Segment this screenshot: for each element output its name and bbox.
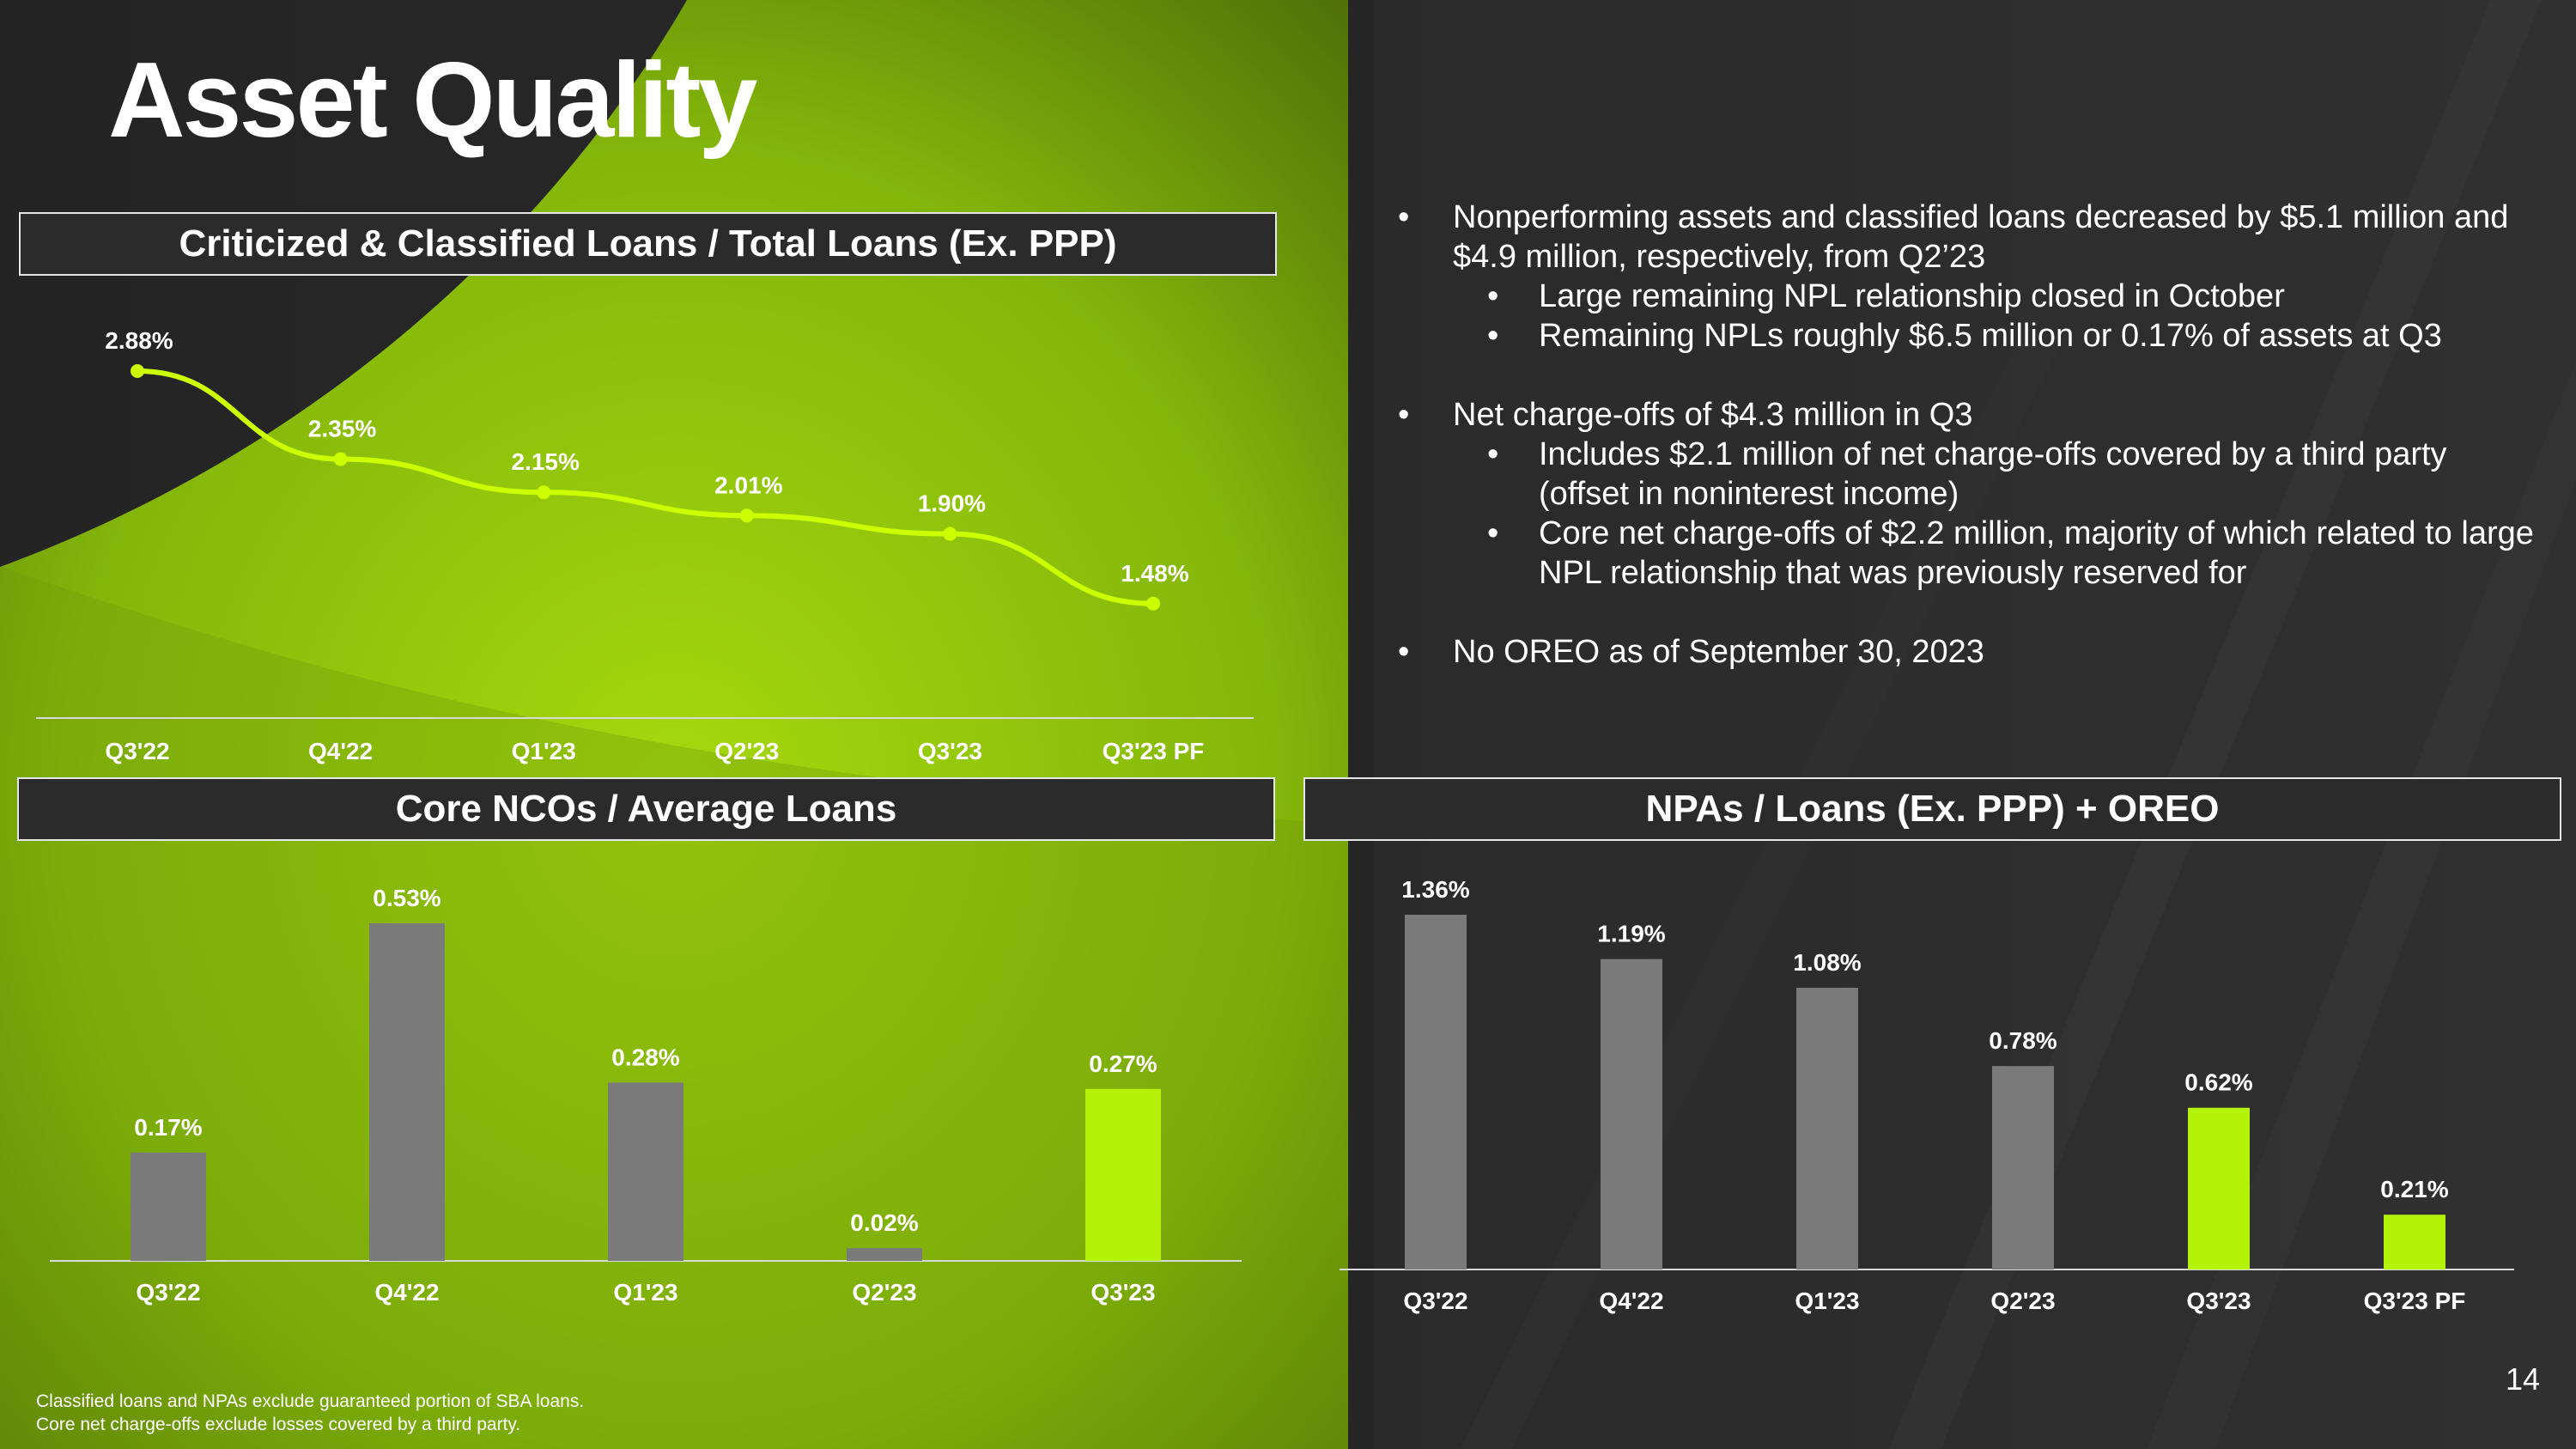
bar: [369, 923, 445, 1261]
bar: [1085, 1088, 1161, 1261]
line-x-tick-label: Q2'23: [714, 738, 779, 764]
footnotes: Classified loans and NPAs exclude guaran…: [36, 1390, 584, 1436]
bar-x-tick-label: Q3'22: [136, 1279, 200, 1306]
footnote: Core net charge-offs exclude losses cove…: [36, 1415, 521, 1434]
bar-chart-left-header: Core NCOs / Average Loans: [17, 777, 1275, 841]
sub-bullet-text: Large remaining NPL relationship closed …: [1539, 278, 2285, 314]
bar-x-tick-label: Q2'23: [1990, 1288, 2055, 1314]
sub-bullet-item: • Includes $2.1 million of net charge-off…: [1453, 435, 2542, 514]
bar-data-label: 0.02%: [850, 1209, 918, 1236]
line-point: [739, 508, 754, 523]
sub-bullet-item: • Remaining NPLs roughly $6.5 million or …: [1453, 316, 2542, 356]
bar-x-tick-label: Q2'23: [852, 1279, 916, 1306]
bar-data-label: 0.62%: [2184, 1069, 2252, 1096]
bar-x-tick-label: Q3'22: [1403, 1288, 1467, 1314]
bar-data-label: 0.17%: [134, 1114, 202, 1141]
bar-chart-right-header: NPAs / Loans (Ex. PPP) + OREO: [1303, 777, 2561, 841]
bar-x-tick-label: Q1'23: [613, 1279, 677, 1306]
sub-bullet-text: Core net charge-offs of $2.2 million, ma…: [1539, 515, 2534, 591]
footnote: Classified loans and NPAs exclude guaran…: [36, 1391, 585, 1411]
line-x-tick-label: Q3'23: [918, 738, 982, 764]
bar-data-label: 1.08%: [1793, 949, 1861, 976]
bar: [1992, 1066, 2054, 1269]
bullet-item: • No OREO as of September 30, 2023: [1391, 632, 2542, 672]
bullet-list: • Nonperforming assets and classified lo…: [1391, 198, 2542, 711]
bullet-dot: •: [1398, 199, 1410, 235]
bar-x-tick-label: Q3'23: [2186, 1288, 2251, 1314]
bar-data-label: 1.36%: [1401, 876, 1469, 903]
line-x-tick-label: Q4'22: [308, 738, 373, 764]
bar-data-label: 1.19%: [1597, 921, 1665, 947]
bullet-dot: •: [1487, 278, 1499, 314]
bullet-dot: •: [1398, 397, 1410, 433]
bar-x-tick-label: Q3'23: [1091, 1279, 1155, 1306]
bar: [608, 1082, 683, 1261]
bullet-dot: •: [1487, 318, 1499, 354]
bullet-text: No OREO as of September 30, 2023: [1453, 634, 1984, 670]
bar: [1601, 959, 1662, 1269]
line-point: [537, 485, 551, 500]
sub-bullet-item: • Core net charge-offs of $2.2 million, m…: [1453, 514, 2542, 593]
line-x-tick-label: Q3'22: [105, 738, 169, 764]
line-point: [131, 364, 144, 378]
sub-bullet-item: • Large remaining NPL relationship closed…: [1453, 277, 2542, 316]
bar-x-tick-label: Q4'22: [1599, 1288, 1663, 1314]
bar-data-label: 0.53%: [373, 885, 440, 911]
bullet-text: Nonperforming assets and classified loan…: [1453, 199, 2509, 275]
bar-x-tick-label: Q3'23 PF: [2364, 1288, 2466, 1314]
page-title: Asset Quality: [108, 41, 757, 160]
bar-x-tick-label: Q4'22: [374, 1279, 439, 1306]
bar-data-label: 0.78%: [1989, 1027, 2057, 1054]
bar: [1796, 988, 1858, 1269]
line-point: [333, 452, 348, 466]
bullet-dot: •: [1487, 436, 1499, 472]
bar-data-label: 0.21%: [2380, 1176, 2448, 1202]
bar: [2384, 1215, 2445, 1269]
bullet-dot: •: [1398, 634, 1410, 670]
bullet-item: • Net charge-offs of $4.3 million in Q3 …: [1391, 395, 2542, 593]
line-data-label: 2.88%: [105, 327, 173, 354]
sub-bullet-text: Remaining NPLs roughly $6.5 million or 0…: [1539, 318, 2442, 354]
line-data-label: 2.35%: [308, 416, 376, 442]
sub-bullet-text: Includes $2.1 million of net charge-offs…: [1539, 436, 2447, 512]
bar: [847, 1248, 922, 1261]
bar-x-tick-label: Q1'23: [1795, 1288, 1859, 1314]
bar: [1405, 915, 1467, 1269]
bar-data-label: 0.28%: [611, 1044, 679, 1070]
line-data-label: 2.01%: [714, 472, 782, 498]
line-series: [137, 368, 1154, 606]
bar-data-label: 0.27%: [1089, 1050, 1157, 1077]
page-number: 14: [2505, 1361, 2540, 1397]
line-data-label: 1.90%: [918, 490, 986, 517]
line-x-tick-label: Q1'23: [512, 738, 576, 764]
line-x-tick-label: Q3'23 PF: [1103, 738, 1205, 764]
line-data-label: 1.48%: [1121, 560, 1188, 587]
bullet-text: Net charge-offs of $4.3 million in Q3: [1453, 397, 1973, 433]
bar: [2188, 1107, 2250, 1269]
line-chart-header: Criticized & Classified Loans / Total Lo…: [19, 212, 1277, 276]
bar: [131, 1152, 206, 1261]
bullet-item: • Nonperforming assets and classified lo…: [1391, 198, 2542, 356]
bullet-dot: •: [1487, 515, 1499, 551]
line-point: [943, 527, 957, 541]
line-point: [1146, 596, 1160, 611]
line-data-label: 2.15%: [511, 448, 579, 475]
